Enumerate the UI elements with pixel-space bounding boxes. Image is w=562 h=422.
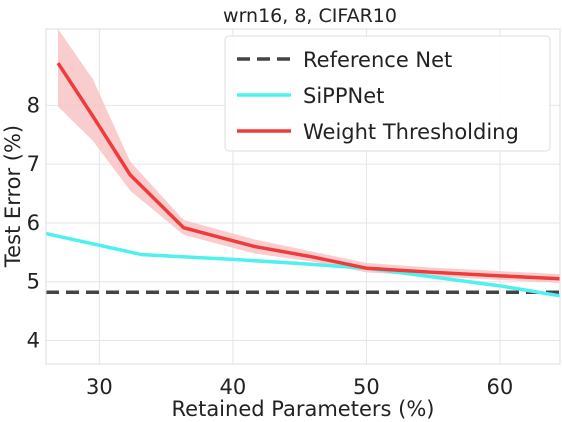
legend-box — [224, 35, 551, 152]
chart-title: wrn16, 8, CIFAR10 — [223, 5, 397, 27]
x-tick-label: 50 — [353, 375, 380, 399]
y-axis-title: Test Error (%) — [1, 125, 25, 268]
y-tick-label: 4 — [27, 328, 40, 352]
weight-thresholding-line — [56, 62, 561, 281]
x-tick-labels: 30 40 50 60 — [86, 375, 513, 399]
y-tick-label: 8 — [27, 93, 40, 117]
legend-label-sippnet: SiPPNet — [303, 84, 384, 108]
plot-frame — [45, 28, 561, 365]
x-tick-label: 30 — [86, 375, 113, 399]
series-layer — [45, 62, 561, 298]
legend-label-weight-thresholding: Weight Thresholding — [303, 120, 519, 144]
x-tick-label: 60 — [487, 375, 514, 399]
y-tick-labels: 4 5 6 7 8 — [27, 93, 40, 352]
y-tick-label: 6 — [27, 211, 40, 235]
y-tick-label: 7 — [27, 152, 40, 176]
x-tick-label: 40 — [220, 375, 247, 399]
x-axis-title: Retained Parameters (%) — [172, 397, 435, 421]
y-tick-label: 5 — [27, 270, 40, 294]
sippnet-line — [45, 231, 561, 298]
legend-label-reference-net: Reference Net — [303, 48, 452, 72]
legend: Reference Net SiPPNet Weight Thresholding — [224, 35, 551, 152]
